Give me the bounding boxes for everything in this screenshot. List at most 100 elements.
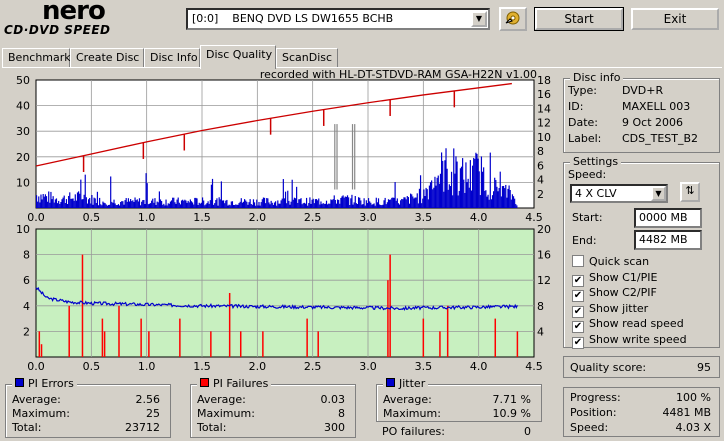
- y-tick-label-left: 6: [23, 274, 30, 287]
- recorded-with-label: recorded with HL-DT-STDVD-RAM GSA-H22N v…: [259, 68, 537, 81]
- x-tick-label: 2.5: [304, 360, 322, 371]
- checkbox-label: Show read speed: [589, 317, 684, 330]
- pif-total-label: Total:: [197, 421, 227, 434]
- pif-color-swatch: [200, 378, 209, 387]
- logo-cd-dvd-speed-text: CD·DVD SPEED: [4, 23, 111, 37]
- quality-score-box: Quality score: 95: [563, 356, 720, 378]
- checkbox-row-show-c2-pif[interactable]: ✔ Show C2/PIF: [572, 286, 657, 302]
- y-tick-label-left: 50: [16, 76, 30, 87]
- start-button[interactable]: Start: [534, 7, 624, 31]
- checkbox[interactable]: ✔: [572, 274, 584, 287]
- checkbox[interactable]: ✔: [572, 321, 584, 333]
- end-field[interactable]: 4482 MB: [634, 230, 702, 250]
- x-tick-label: 1.0: [138, 360, 156, 371]
- pi-errors-title-text: PI Errors: [28, 377, 74, 390]
- pif-maximum-label: Maximum:: [197, 407, 255, 420]
- refresh-speeds-button[interactable]: ⇅: [680, 182, 700, 202]
- x-tick-label: 3.5: [415, 211, 433, 222]
- x-tick-label: 0.0: [27, 360, 45, 371]
- tab-create-disc[interactable]: Create Disc: [70, 48, 144, 68]
- plot-area: [35, 228, 535, 358]
- checkbox-label: Show C2/PIF: [589, 286, 657, 299]
- disc-label-value: CDS_TEST_B2: [622, 132, 699, 145]
- pie-average-value: 2.56: [135, 393, 161, 406]
- checkbox-label: Show jitter: [589, 301, 649, 315]
- pi-failures-jitter-chart: 0.0 0.5 1.0 1.5 2.0 2.5 3.0 3.5 4.0 4.5 2 4 6 8 10 4 8 12…: [16, 225, 551, 371]
- speed-select-value: 4 X CLV: [575, 187, 617, 200]
- pi-failures-stats: PI Failures Average: 0.03 Maximum: 8 Tot…: [190, 377, 356, 438]
- checkbox-row-show-write-speed[interactable]: ✔ Show write speed: [572, 333, 687, 349]
- jitter-maximum-value: 10.9 %: [492, 407, 531, 420]
- y-tick-label-left: 4: [23, 300, 30, 313]
- tab-disc-quality[interactable]: Disc Quality: [200, 45, 276, 69]
- tab-scandisc[interactable]: ScanDisc: [276, 48, 338, 68]
- speed-readout-label: Speed:: [570, 421, 609, 434]
- x-tick-label: 4.5: [525, 360, 543, 371]
- checkbox[interactable]: [572, 255, 584, 267]
- disc-hand-icon: [505, 11, 520, 25]
- checkbox-row-quick-scan[interactable]: Quick scan: [572, 255, 649, 268]
- exit-button[interactable]: Exit: [631, 8, 719, 30]
- tab-disc-info[interactable]: Disc Info: [144, 48, 200, 68]
- logo-nero-text: nero: [42, 0, 106, 26]
- end-label: End:: [572, 234, 597, 247]
- pie-total-value: 23712: [125, 421, 160, 434]
- disc-type-label: Type:: [568, 84, 597, 97]
- pie-maximum-value: 25: [146, 407, 160, 420]
- disc-quality-panel: [2, 67, 722, 439]
- y-tick-label-right: 18: [537, 76, 551, 87]
- speed-curve: [35, 82, 512, 167]
- disc-type-value: DVD+R: [622, 84, 664, 97]
- checkbox-row-show-read-speed[interactable]: ✔ Show read speed: [572, 317, 684, 333]
- checkbox-row-show-c1-pie[interactable]: ✔ Show C1/PIE: [572, 271, 657, 287]
- y-tick-label-right: 8: [537, 300, 544, 313]
- position-value: 4481 MB: [662, 406, 711, 419]
- y-tick-label-left: 20: [16, 151, 30, 164]
- disc-date-value: 9 Oct 2006: [622, 116, 684, 129]
- pi-failures-title: PI Failures: [197, 377, 272, 390]
- jitter-maximum-label: Maximum:: [383, 407, 441, 420]
- tab-benchmark[interactable]: Benchmark: [2, 48, 71, 68]
- x-tick-label: 4.5: [525, 211, 543, 222]
- progress-box: Progress: 100 % Position: 4481 MB Speed:…: [563, 387, 720, 437]
- checkbox[interactable]: ✔: [572, 305, 584, 318]
- settings-group: Settings Speed: 4 X CLV ▼ ⇅ Start: 0000 …: [563, 155, 720, 349]
- y-tick-label-right: 16: [537, 88, 551, 101]
- position-label: Position:: [570, 406, 617, 419]
- checkbox-row-show-jitter[interactable]: ✔ Show jitter: [572, 302, 648, 318]
- checkbox-label: Quick scan: [589, 255, 650, 268]
- pi-errors-stats: PI Errors Average: 2.56 Maximum: 25 Tota…: [5, 377, 171, 438]
- x-tick-label: 0.5: [83, 211, 101, 222]
- y-tick-label-right: 14: [537, 102, 551, 115]
- start-field[interactable]: 0000 MB: [634, 208, 702, 228]
- chevron-down-icon[interactable]: ▼: [651, 186, 666, 201]
- jitter-color-swatch: [386, 378, 395, 387]
- x-tick-label: 4.0: [470, 360, 488, 371]
- drive-select-value: [0:0] BENQ DVD LS DW1655 BCHB: [192, 12, 394, 25]
- checkbox[interactable]: ✔: [572, 336, 584, 349]
- po-failures-label: PO failures:: [382, 425, 445, 438]
- start-label: Start:: [572, 211, 603, 224]
- x-tick-label: 0.0: [27, 211, 45, 222]
- y-tick-label-right: 4: [537, 174, 544, 187]
- speed-readout-value: 4.03 X: [675, 421, 711, 434]
- jitter-line: [35, 286, 518, 311]
- x-tick-label: 2.0: [249, 360, 267, 371]
- y-tick-label-right: 12: [537, 274, 551, 287]
- speed-label: Speed:: [568, 168, 607, 181]
- jitter-average-value: 7.71 %: [492, 393, 531, 406]
- x-tick-label: 3.0: [359, 211, 377, 222]
- progress-label: Progress:: [570, 391, 621, 404]
- speed-select[interactable]: 4 X CLV ▼: [570, 184, 668, 203]
- chevron-down-icon[interactable]: ▼: [471, 11, 487, 27]
- progress-value: 100 %: [676, 391, 711, 404]
- checkbox[interactable]: ✔: [572, 290, 584, 302]
- y-tick-label-right: 4: [537, 325, 544, 338]
- pi-errors-chart: 0.0 0.5 1.0 1.5 2.0 2.5 3.0 3.5 4.0 4.5 10 20 30 40 50…: [16, 76, 551, 222]
- y-tick-label-right: 2: [537, 188, 544, 201]
- drive-select[interactable]: [0:0] BENQ DVD LS DW1655 BCHB ▼: [186, 8, 490, 30]
- drive-options-button[interactable]: [499, 7, 527, 31]
- disc-info-group: Disc info Type: DVD+R ID: MAXELL 003 Dat…: [563, 71, 720, 153]
- y-tick-label-right: 20: [537, 225, 551, 236]
- disc-date-label: Date:: [568, 116, 598, 129]
